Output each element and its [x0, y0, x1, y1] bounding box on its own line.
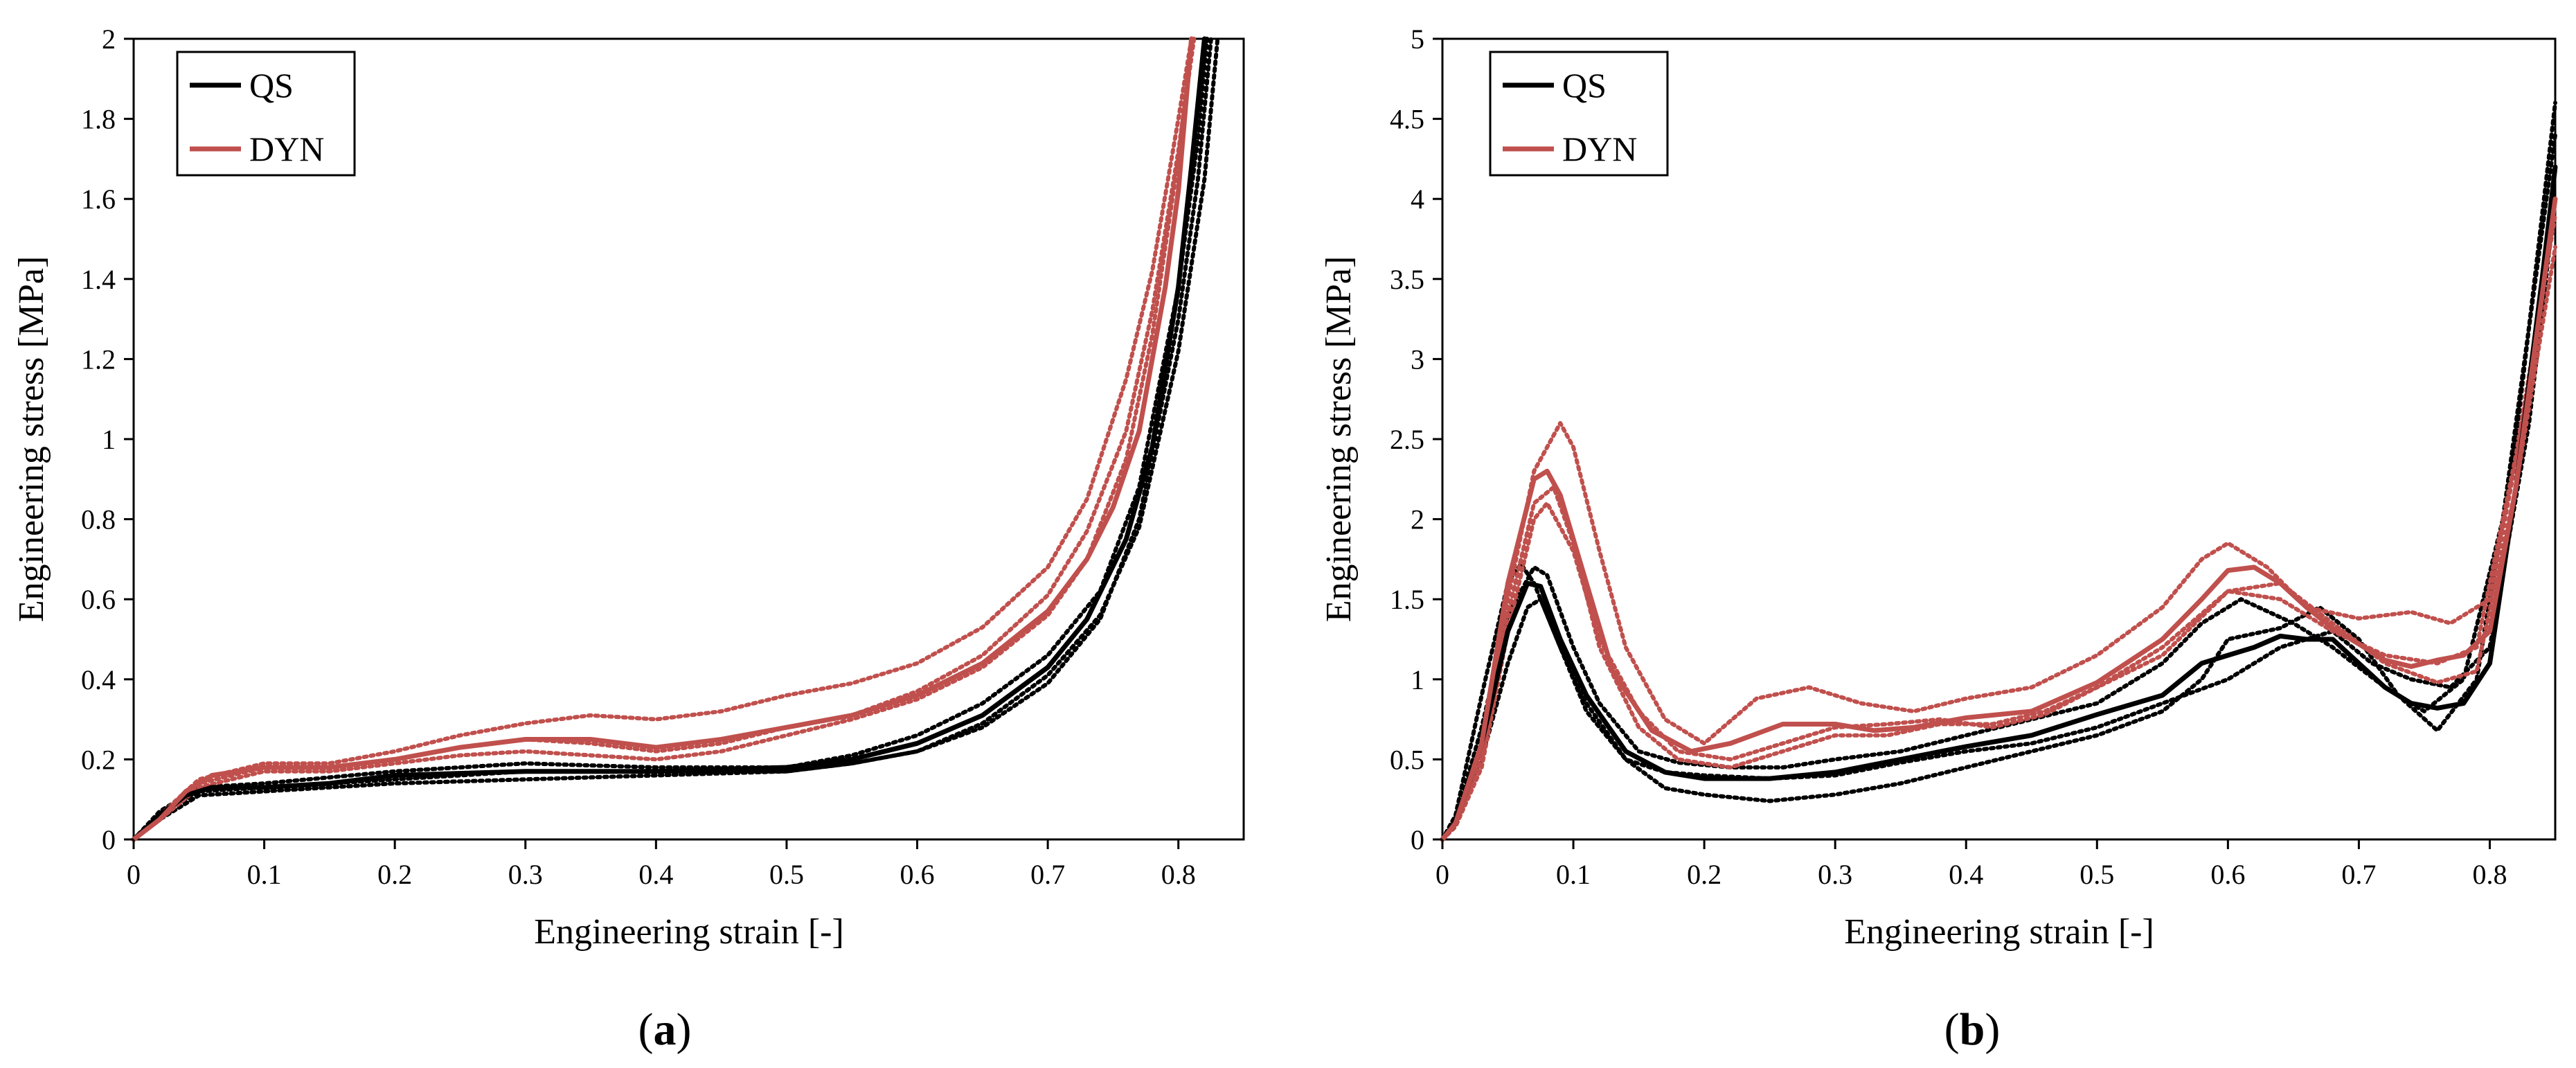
y-tick-label: 1.6 [81, 184, 116, 215]
x-tick-label: 0.4 [1949, 859, 1983, 890]
series-line-dyn-test-1 [132, 37, 1194, 842]
y-tick-label: 1 [102, 424, 116, 455]
panel-label: (b) [1944, 1004, 2001, 1055]
x-tick-label: 0.3 [508, 859, 543, 890]
x-tick-label: 0.6 [900, 859, 935, 890]
y-tick-label: 1 [1411, 664, 1424, 695]
y-tick-label: 0.5 [1390, 744, 1424, 775]
x-tick-label: 0 [127, 859, 141, 890]
y-tick-label: 0.8 [81, 504, 116, 535]
x-axis-title: Engineering strain [-] [1844, 912, 2154, 952]
x-tick-label: 0.1 [247, 859, 282, 890]
legend-label-qs: QS [1562, 66, 1607, 105]
panel-label: (a) [638, 1004, 692, 1055]
legend-box [1489, 51, 1669, 177]
panel-label-letter: a [654, 1004, 677, 1055]
y-tick-label: 1.5 [1390, 584, 1424, 615]
panel-label-close-paren: ) [677, 1004, 692, 1055]
x-tick-label: 0.2 [1687, 859, 1721, 890]
x-tick-label: 0.8 [1161, 859, 1196, 890]
y-tick-label: 2 [102, 24, 116, 55]
legend: QS DYN [176, 51, 356, 177]
series-line-dyn-test-1 [1440, 165, 2557, 842]
y-tick-label: 1.2 [81, 344, 116, 375]
chart-panel-b: 0 0.1 0.2 0.3 0.4 0.5 0.6 0.7 0.8 0 0.5 1 1.5 2 2.5 3 3.… [1319, 24, 2558, 1055]
y-tick-label: 3 [1411, 344, 1424, 375]
series-line-qs [1440, 164, 2558, 842]
panel-label-letter: b [1960, 1004, 1985, 1055]
x-tick-label: 0.7 [1030, 859, 1065, 890]
y-tick-label: 5 [1411, 24, 1424, 55]
x-tick-label: 0.3 [1818, 859, 1852, 890]
y-tick-label: 4 [1411, 184, 1424, 215]
legend-label-dyn: DYN [249, 130, 324, 168]
series-line-qs [131, 36, 1207, 842]
x-tick-label: 0.1 [1556, 859, 1591, 890]
series-line-qs-test-3 [132, 37, 1210, 842]
series-line-qs-test-3 [1440, 197, 2557, 842]
x-tick-label: 0.5 [769, 859, 804, 890]
x-tick-label: 0.8 [2472, 859, 2507, 890]
y-tick-label: 1.4 [81, 264, 116, 295]
y-tick-label: 4.5 [1390, 104, 1424, 135]
y-tick-label: 0.4 [81, 664, 116, 695]
legend-label-dyn: DYN [1562, 130, 1637, 168]
legend: QS DYN [1489, 51, 1669, 177]
y-tick-label: 1.8 [81, 104, 116, 135]
panel-label-open-paren: ( [1944, 1004, 1960, 1055]
y-tick-label: 0 [1411, 824, 1424, 855]
legend-label-qs: QS [249, 66, 294, 105]
y-tick-label: 0.2 [81, 744, 116, 775]
chart-panel-a: 0 0.1 0.2 0.3 0.4 0.5 0.6 0.7 0.8 0 0.2 0.4 0.6 0.8 1 1… [12, 24, 1245, 1055]
y-tick-label: 2.5 [1390, 424, 1424, 455]
panel-label-close-paren: ) [1985, 1004, 2000, 1055]
x-tick-label: 0.7 [2341, 859, 2376, 890]
panel-label-open-paren: ( [638, 1004, 654, 1055]
x-tick-label: 0 [1435, 859, 1449, 890]
series-line-dyn-test-2 [132, 37, 1194, 842]
y-axis-title: Engineering stress [MPa] [12, 256, 51, 623]
x-tick-label: 0.6 [2210, 859, 2245, 890]
series-line-dyn [1440, 196, 2558, 842]
legend-box [176, 51, 356, 177]
y-tick-label: 0.6 [81, 584, 116, 615]
x-tick-label: 0.5 [2079, 859, 2114, 890]
x-tick-label: 0.2 [377, 859, 412, 890]
x-tick-label: 0.4 [638, 859, 673, 890]
y-axis-title: Engineering stress [MPa] [1319, 256, 1359, 623]
series-line-dyn [131, 36, 1195, 842]
y-tick-label: 0 [102, 824, 116, 855]
y-tick-label: 3.5 [1390, 264, 1424, 295]
x-axis-title: Engineering strain [-] [534, 912, 844, 952]
y-tick-label: 2 [1411, 504, 1424, 535]
